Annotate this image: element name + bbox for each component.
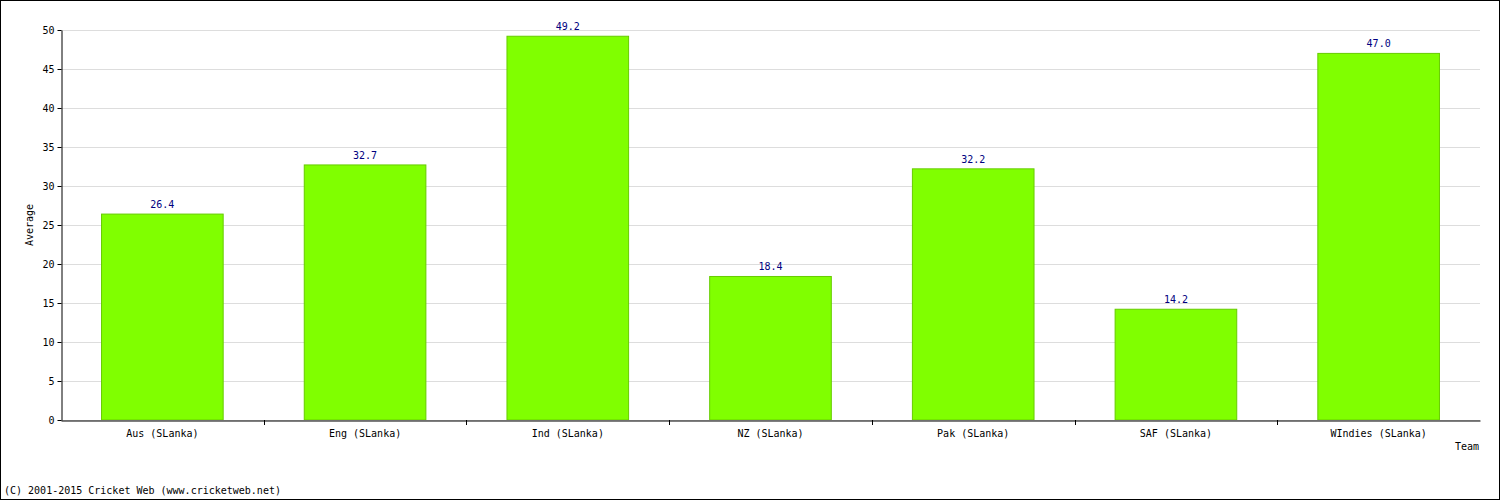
y-tick: 15 — [42, 298, 61, 309]
data-label: 32.7 — [353, 150, 377, 161]
x-tick: Eng (SLanka) — [329, 421, 401, 439]
x-separator — [264, 420, 265, 425]
y-tick-label: 15 — [42, 298, 54, 309]
x-tick-label: NZ (SLanka) — [737, 428, 803, 439]
y-tick: 20 — [42, 259, 61, 270]
x-tick-label: SAF (SLanka) — [1140, 428, 1212, 439]
y-tick-mark — [58, 108, 62, 109]
y-tick-label: 0 — [48, 415, 54, 426]
x-axis-line — [62, 421, 1481, 422]
bar — [507, 36, 629, 420]
data-label: 14.2 — [1164, 294, 1188, 305]
x-tick: Ind (SLanka) — [532, 421, 604, 439]
y-tick: 25 — [42, 220, 61, 231]
bars — [102, 36, 1440, 420]
credit: (C) 2001-2015 Cricket Web (www.cricketwe… — [4, 485, 281, 496]
x-tick-label: Eng (SLanka) — [329, 428, 401, 439]
y-tick-mark — [58, 186, 62, 187]
y-tick-mark — [58, 30, 62, 31]
y-tick-label: 20 — [42, 259, 54, 270]
x-separator — [466, 420, 467, 425]
y-tick-mark — [58, 147, 62, 148]
grid-line — [61, 69, 1480, 70]
x-separators — [265, 420, 1278, 425]
data-label: 47.0 — [1367, 38, 1391, 49]
grid-line — [61, 186, 1480, 187]
chart: 26.4 32.7 49.2 18.4 32.2 14.2 47.0 0 5 10 15 20 25 30… — [0, 0, 1500, 500]
grid-line — [61, 225, 1480, 226]
y-axis-title: Average — [24, 204, 35, 246]
x-separator — [1277, 420, 1278, 425]
x-axis: Aus (SLanka) Eng (SLanka) Ind (SLanka) NZ (… — [62, 421, 1481, 439]
y-tick-mark — [58, 420, 62, 421]
y-tick: 50 — [42, 25, 61, 36]
x-tick-label: WIndies (SLanka) — [1330, 428, 1426, 439]
y-axis-line — [62, 31, 63, 421]
y-axis: 0 5 10 15 20 25 30 35 40 45 50 — [42, 25, 62, 426]
grid — [61, 31, 1480, 421]
data-labels: 26.4 32.7 49.2 18.4 32.2 14.2 47.0 — [150, 21, 1390, 305]
bar — [912, 169, 1034, 420]
y-tick-mark — [58, 342, 62, 343]
y-tick: 30 — [42, 181, 61, 192]
x-separator — [669, 420, 670, 425]
bar — [1318, 53, 1440, 420]
y-tick: 45 — [42, 64, 61, 75]
x-tick: SAF (SLanka) — [1140, 421, 1212, 439]
y-tick: 35 — [42, 142, 61, 153]
grid-line — [61, 147, 1480, 148]
annotations: (C) 2001-2015 Cricket Web (www.cricketwe… — [4, 485, 281, 496]
y-tick-label: 30 — [42, 181, 54, 192]
y-tick-label: 40 — [42, 103, 54, 114]
x-tick: WIndies (SLanka) — [1330, 421, 1426, 439]
x-separator — [872, 420, 873, 425]
y-tick: 0 — [48, 415, 61, 426]
y-tick-label: 35 — [42, 142, 54, 153]
x-tick: NZ (SLanka) — [737, 421, 803, 439]
y-tick-label: 50 — [42, 25, 54, 36]
x-tick-label: Pak (SLanka) — [937, 428, 1009, 439]
y-tick-label: 5 — [48, 376, 54, 387]
x-tick: Aus (SLanka) — [126, 421, 198, 439]
y-tick-mark — [58, 381, 62, 382]
bar — [1115, 309, 1237, 420]
y-tick: 5 — [48, 376, 61, 387]
grid-line — [61, 30, 1480, 31]
y-tick-mark — [58, 264, 62, 265]
bar — [304, 165, 426, 420]
data-label: 26.4 — [150, 199, 174, 210]
data-label: 49.2 — [556, 21, 580, 32]
x-separator — [1075, 420, 1076, 425]
data-label: 32.2 — [961, 154, 985, 165]
x-tick: Pak (SLanka) — [937, 421, 1009, 439]
grid-line — [61, 420, 1480, 421]
y-tick-label: 10 — [42, 337, 54, 348]
x-tick-label: Ind (SLanka) — [532, 428, 604, 439]
data-label: 18.4 — [758, 261, 782, 272]
background — [1, 1, 1500, 500]
y-tick-label: 45 — [42, 64, 54, 75]
y-tick: 40 — [42, 103, 61, 114]
y-tick-mark — [58, 303, 62, 304]
y-tick-label: 25 — [42, 220, 54, 231]
grid-line — [61, 108, 1480, 109]
y-tick-mark — [58, 225, 62, 226]
y-tick-mark — [58, 69, 62, 70]
bar — [102, 214, 224, 420]
y-tick: 10 — [42, 337, 61, 348]
x-axis-title: Team — [1455, 441, 1479, 452]
bar — [710, 276, 832, 420]
x-tick-label: Aus (SLanka) — [126, 428, 198, 439]
